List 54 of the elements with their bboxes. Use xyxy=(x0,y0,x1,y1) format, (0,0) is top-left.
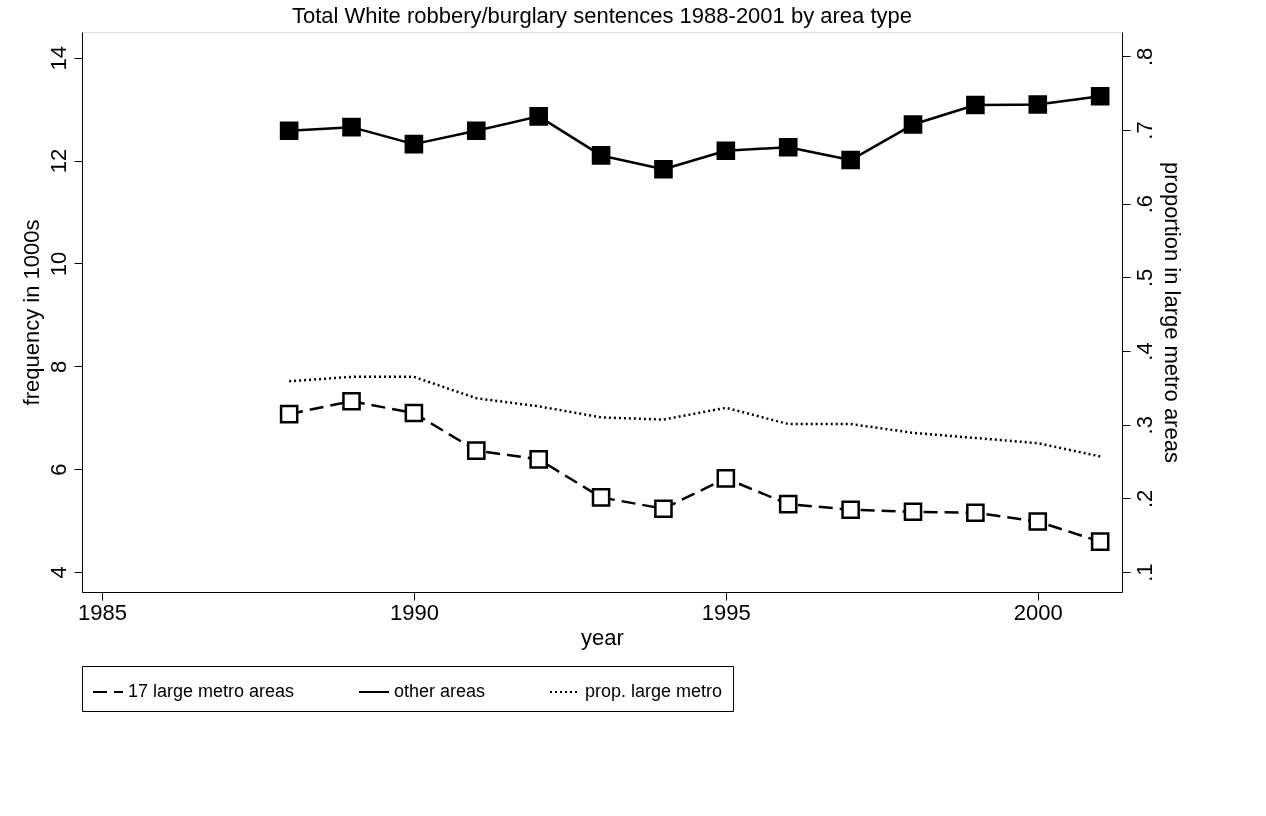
point xyxy=(466,441,486,460)
point xyxy=(1028,512,1048,531)
y-tick-label: 10 xyxy=(45,251,71,277)
point xyxy=(966,503,985,523)
y2-tick-label: .4 xyxy=(1131,342,1157,361)
chart-title: Total White robbery/burglary sentences 1988-2001 by area type xyxy=(291,3,913,28)
x-tick-label: 1995 xyxy=(701,599,751,625)
point xyxy=(591,146,611,165)
point xyxy=(466,121,486,141)
point xyxy=(591,488,611,507)
point xyxy=(1090,532,1110,551)
y-tick-label: 14 xyxy=(45,45,71,71)
y-tick-label: 8 xyxy=(45,360,71,373)
x-tick-label: 1985 xyxy=(77,599,127,625)
y2-tick-label: .8 xyxy=(1131,47,1157,66)
x-axis-title: year xyxy=(581,624,624,650)
point xyxy=(342,391,361,411)
y2-tick-label: .6 xyxy=(1131,195,1157,214)
y-tick-label: 12 xyxy=(45,148,71,174)
point xyxy=(903,502,923,522)
legend-label: other areas xyxy=(394,681,486,701)
legend-label: 17 large metro areas xyxy=(128,681,295,701)
point xyxy=(841,500,860,520)
y-tick-label: 6 xyxy=(45,463,71,476)
point xyxy=(778,494,798,514)
y-axis-title: frequency in 1000s xyxy=(18,219,44,406)
y2-tick-label: .1 xyxy=(1131,563,1157,582)
x-tick-label: 2000 xyxy=(1013,599,1063,625)
point xyxy=(1028,95,1048,114)
point xyxy=(778,137,798,157)
y2-tick-label: .2 xyxy=(1131,489,1157,509)
point xyxy=(529,107,548,126)
point xyxy=(841,150,860,170)
point xyxy=(903,115,923,134)
point xyxy=(654,499,673,519)
y-tick-label: 4 xyxy=(45,566,71,579)
point xyxy=(966,95,985,115)
point xyxy=(404,403,424,423)
point xyxy=(279,404,299,424)
point xyxy=(404,134,424,154)
point xyxy=(1090,86,1110,106)
point xyxy=(716,469,736,488)
point xyxy=(716,141,736,161)
legend-label: prop. large metro xyxy=(585,681,723,701)
x-tick-label: 1990 xyxy=(389,599,439,625)
y2-tick-label: .5 xyxy=(1131,268,1157,288)
point xyxy=(342,117,361,137)
point xyxy=(529,450,548,469)
point xyxy=(654,159,673,179)
y2-axis-title: proportion in large metro areas xyxy=(1159,162,1185,463)
point xyxy=(279,121,299,141)
y2-tick-label: .7 xyxy=(1131,121,1157,140)
y2-tick-label: .3 xyxy=(1131,416,1157,435)
line-series xyxy=(287,375,1102,458)
